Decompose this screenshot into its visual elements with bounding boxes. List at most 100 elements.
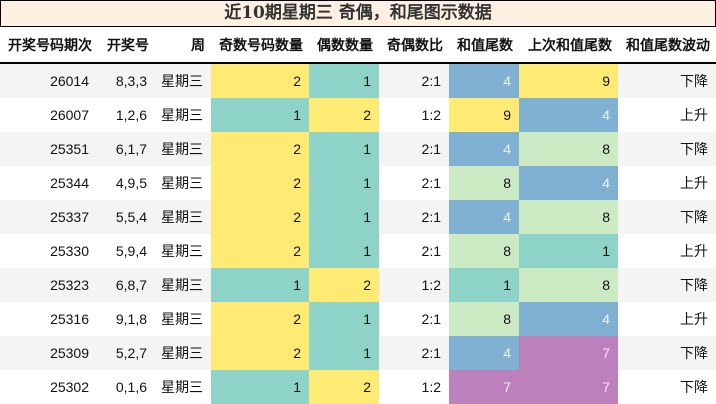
numbers-cell: 5,5,4 bbox=[97, 200, 155, 234]
prev-sum-tail-cell: 4 bbox=[519, 166, 618, 200]
trend-cell: 上升 bbox=[618, 234, 716, 268]
even-count-cell: 1 bbox=[309, 166, 379, 200]
table-row: 25330 5,9,4 星期三 2 1 2:1 8 1 上升 bbox=[0, 234, 716, 268]
trend-cell: 下降 bbox=[618, 336, 716, 370]
prev-sum-tail-cell: 9 bbox=[519, 63, 618, 98]
numbers-cell: 5,9,4 bbox=[97, 234, 155, 268]
issue-cell: 25337 bbox=[0, 200, 97, 234]
table-row: 25323 6,8,7 星期三 1 2 1:2 1 8 下降 bbox=[0, 268, 716, 302]
table-row: 25351 6,1,7 星期三 2 1 2:1 4 8 下降 bbox=[0, 132, 716, 166]
odd-count-cell: 2 bbox=[211, 336, 309, 370]
weekday-cell: 星期三 bbox=[155, 336, 211, 370]
issue-cell: 25330 bbox=[0, 234, 97, 268]
even-count-cell: 2 bbox=[309, 98, 379, 132]
table-title: 近10期星期三 奇偶，和尾图示数据 bbox=[0, 0, 716, 27]
even-count-cell: 2 bbox=[309, 268, 379, 302]
even-count-cell: 1 bbox=[309, 234, 379, 268]
numbers-cell: 6,1,7 bbox=[97, 132, 155, 166]
col-header-sum-tail: 和值尾数 bbox=[449, 27, 519, 64]
odd-count-cell: 2 bbox=[211, 166, 309, 200]
sum-tail-cell: 4 bbox=[449, 132, 519, 166]
issue-cell: 25302 bbox=[0, 370, 97, 404]
ratio-cell: 2:1 bbox=[379, 336, 449, 370]
sum-tail-cell: 8 bbox=[449, 166, 519, 200]
col-header-tail-trend: 和值尾数波动 bbox=[618, 27, 716, 64]
prev-sum-tail-cell: 4 bbox=[519, 302, 618, 336]
table-row: 25337 5,5,4 星期三 2 1 2:1 4 8 下降 bbox=[0, 200, 716, 234]
issue-cell: 25344 bbox=[0, 166, 97, 200]
even-count-cell: 1 bbox=[309, 200, 379, 234]
ratio-cell: 2:1 bbox=[379, 200, 449, 234]
even-count-cell: 1 bbox=[309, 336, 379, 370]
weekday-cell: 星期三 bbox=[155, 132, 211, 166]
numbers-cell: 8,3,3 bbox=[97, 63, 155, 98]
table-row: 26007 1,2,6 星期三 1 2 1:2 9 4 上升 bbox=[0, 98, 716, 132]
numbers-cell: 4,9,5 bbox=[97, 166, 155, 200]
col-header-odd-even-ratio: 奇偶数比 bbox=[379, 27, 449, 64]
col-header-odd-count: 奇数号码数量 bbox=[211, 27, 309, 64]
sum-tail-cell: 4 bbox=[449, 63, 519, 98]
weekday-cell: 星期三 bbox=[155, 98, 211, 132]
ratio-cell: 1:2 bbox=[379, 370, 449, 404]
ratio-cell: 2:1 bbox=[379, 166, 449, 200]
issue-cell: 25323 bbox=[0, 268, 97, 302]
issue-cell: 25316 bbox=[0, 302, 97, 336]
weekday-cell: 星期三 bbox=[155, 302, 211, 336]
odd-count-cell: 2 bbox=[211, 302, 309, 336]
trend-cell: 下降 bbox=[618, 63, 716, 98]
sum-tail-cell: 7 bbox=[449, 370, 519, 404]
prev-sum-tail-cell: 8 bbox=[519, 132, 618, 166]
ratio-cell: 2:1 bbox=[379, 63, 449, 98]
prev-sum-tail-cell: 7 bbox=[519, 370, 618, 404]
even-count-cell: 1 bbox=[309, 132, 379, 166]
weekday-cell: 星期三 bbox=[155, 166, 211, 200]
odd-count-cell: 1 bbox=[211, 98, 309, 132]
numbers-cell: 0,1,6 bbox=[97, 370, 155, 404]
trend-cell: 上升 bbox=[618, 166, 716, 200]
numbers-cell: 9,1,8 bbox=[97, 302, 155, 336]
col-header-numbers: 开奖号 bbox=[97, 27, 155, 64]
table-row: 25316 9,1,8 星期三 2 1 2:1 8 4 上升 bbox=[0, 302, 716, 336]
issue-cell: 25351 bbox=[0, 132, 97, 166]
trend-cell: 上升 bbox=[618, 98, 716, 132]
trend-cell: 上升 bbox=[618, 302, 716, 336]
table-row: 25302 0,1,6 星期三 1 2 1:2 7 7 下降 bbox=[0, 370, 716, 404]
even-count-cell: 1 bbox=[309, 63, 379, 98]
col-header-weekday: 周 bbox=[155, 27, 211, 64]
odd-count-cell: 1 bbox=[211, 370, 309, 404]
prev-sum-tail-cell: 8 bbox=[519, 268, 618, 302]
sum-tail-cell: 4 bbox=[449, 200, 519, 234]
weekday-cell: 星期三 bbox=[155, 200, 211, 234]
issue-cell: 26007 bbox=[0, 98, 97, 132]
col-header-even-count: 偶数数量 bbox=[309, 27, 379, 64]
numbers-cell: 5,2,7 bbox=[97, 336, 155, 370]
sum-tail-cell: 1 bbox=[449, 268, 519, 302]
weekday-cell: 星期三 bbox=[155, 370, 211, 404]
prev-sum-tail-cell: 4 bbox=[519, 98, 618, 132]
col-header-prev-sum-tail: 上次和值尾数 bbox=[519, 27, 618, 64]
prev-sum-tail-cell: 8 bbox=[519, 200, 618, 234]
data-table: 开奖号码期次 开奖号 周 奇数号码数量 偶数数量 奇偶数比 和值尾数 上次和值尾… bbox=[0, 27, 716, 404]
weekday-cell: 星期三 bbox=[155, 234, 211, 268]
sum-tail-cell: 4 bbox=[449, 336, 519, 370]
numbers-cell: 1,2,6 bbox=[97, 98, 155, 132]
sum-tail-cell: 9 bbox=[449, 98, 519, 132]
odd-count-cell: 1 bbox=[211, 268, 309, 302]
col-header-issue: 开奖号码期次 bbox=[0, 27, 97, 64]
table-row: 26014 8,3,3 星期三 2 1 2:1 4 9 下降 bbox=[0, 63, 716, 98]
table-row: 25344 4,9,5 星期三 2 1 2:1 8 4 上升 bbox=[0, 166, 716, 200]
ratio-cell: 1:2 bbox=[379, 268, 449, 302]
odd-count-cell: 2 bbox=[211, 63, 309, 98]
prev-sum-tail-cell: 7 bbox=[519, 336, 618, 370]
issue-cell: 25309 bbox=[0, 336, 97, 370]
trend-cell: 下降 bbox=[618, 370, 716, 404]
trend-cell: 下降 bbox=[618, 268, 716, 302]
header-row: 开奖号码期次 开奖号 周 奇数号码数量 偶数数量 奇偶数比 和值尾数 上次和值尾… bbox=[0, 27, 716, 64]
numbers-cell: 6,8,7 bbox=[97, 268, 155, 302]
sum-tail-cell: 8 bbox=[449, 302, 519, 336]
prev-sum-tail-cell: 1 bbox=[519, 234, 618, 268]
trend-cell: 下降 bbox=[618, 200, 716, 234]
ratio-cell: 2:1 bbox=[379, 302, 449, 336]
ratio-cell: 1:2 bbox=[379, 98, 449, 132]
weekday-cell: 星期三 bbox=[155, 268, 211, 302]
